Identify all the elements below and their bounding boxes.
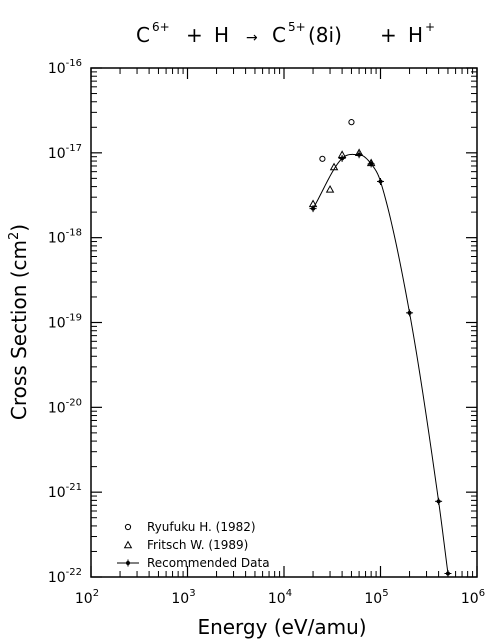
y-tick-label: 10-20 — [48, 397, 82, 416]
data-point — [367, 160, 375, 168]
y-tick-label: 10-21 — [48, 482, 82, 501]
data-point — [348, 119, 355, 126]
marker-dot — [311, 206, 316, 211]
y-tick-label: 10-22 — [48, 567, 82, 586]
title-h: H — [214, 23, 229, 47]
y-tick-base: 10 — [48, 400, 66, 416]
marker-dot — [357, 152, 362, 157]
x-tick-base: 10 — [461, 591, 479, 607]
data-point — [355, 151, 363, 159]
legend-markers — [117, 523, 139, 567]
legend: Ryufuku H. (1982) Fritsch W. (1989) Reco… — [117, 520, 270, 570]
marker-dot — [436, 499, 441, 504]
marker-dot — [126, 561, 130, 565]
title-arrow: → — [246, 30, 258, 46]
x-tick-exponent: 2 — [93, 588, 99, 599]
data-points — [308, 119, 452, 577]
legend-label-ryufuku: Ryufuku H. (1982) — [147, 520, 256, 534]
y-tick-exponent: -18 — [66, 228, 82, 239]
legend-marker-circle — [124, 523, 132, 531]
title-plus: + — [186, 23, 203, 47]
axis-ticks — [90, 67, 478, 578]
y-tick-exponent: -19 — [66, 313, 82, 324]
title-c-charge: 6+ — [152, 20, 170, 34]
x-tick-base: 10 — [171, 591, 189, 607]
y-tick-label: 10-19 — [48, 313, 82, 332]
legend-label-recommended: Recommended Data — [147, 556, 270, 570]
title-c: C — [136, 23, 150, 47]
data-point — [406, 309, 414, 317]
x-tick-labels: 102 103 104 105 106 — [75, 588, 485, 607]
title-h2: H — [408, 23, 423, 47]
y-axis-label-suffix: ) — [7, 224, 31, 232]
x-axis-label: Energy (eV/amu) — [197, 615, 366, 639]
marker-dot — [378, 179, 383, 184]
x-tick-base: 10 — [364, 591, 382, 607]
y-axis-label-exponent: 2 — [7, 232, 22, 240]
data-point — [338, 154, 346, 162]
recommended-curve-path — [312, 153, 449, 574]
marker-dot — [445, 571, 450, 576]
legend-label-fritsch: Fritsch W. (1989) — [147, 538, 248, 552]
y-tick-label: 10-17 — [48, 143, 82, 162]
x-tick-base: 10 — [75, 591, 93, 607]
data-point — [444, 569, 452, 577]
y-tick-exponent: -22 — [66, 567, 82, 578]
plot-frame — [90, 67, 478, 578]
x-tick-label: 103 — [171, 588, 195, 607]
y-tick-base: 10 — [48, 570, 66, 586]
data-point — [325, 185, 335, 193]
series-0 — [319, 119, 355, 162]
y-axis-label-prefix: Cross Section (cm — [7, 240, 31, 420]
title-plus2: + — [380, 23, 397, 47]
marker-dot — [340, 156, 345, 161]
legend-marker-triangle — [123, 540, 133, 549]
y-tick-base: 10 — [48, 61, 66, 77]
x-tick-base: 10 — [268, 591, 286, 607]
legend-marker-star — [124, 559, 132, 567]
y-tick-base: 10 — [48, 231, 66, 247]
y-tick-exponent: -21 — [66, 482, 82, 493]
y-axis-label: Cross Section (cm2) — [7, 224, 31, 420]
series-2 — [309, 151, 452, 577]
y-tick-exponent: -16 — [66, 58, 82, 69]
marker-dot — [369, 161, 374, 166]
data-point — [377, 177, 384, 185]
title-c2: C — [272, 23, 286, 47]
marker-dot — [407, 310, 412, 315]
title-state: (8i) — [308, 23, 342, 47]
recommended-curve — [312, 153, 449, 574]
x-tick-label: 105 — [364, 588, 388, 607]
y-tick-exponent: -17 — [66, 143, 82, 154]
x-tick-label: 104 — [268, 588, 292, 607]
x-tick-exponent: 4 — [286, 588, 292, 599]
title-h2-charge: + — [425, 20, 435, 34]
y-tick-exponent: -20 — [66, 397, 82, 408]
y-tick-base: 10 — [48, 485, 66, 501]
data-point — [319, 155, 326, 162]
x-tick-exponent: 5 — [382, 588, 388, 599]
data-point — [309, 205, 317, 213]
data-point — [329, 162, 339, 171]
y-tick-base: 10 — [48, 316, 66, 332]
y-tick-label: 10-16 — [48, 58, 82, 77]
y-tick-base: 10 — [48, 146, 66, 162]
y-tick-label: 10-18 — [48, 228, 82, 247]
x-tick-exponent: 3 — [189, 588, 195, 599]
chart-title: C 6+ + H → C 5+ (8i) + H + — [136, 20, 435, 47]
x-tick-label: 102 — [75, 588, 99, 607]
data-point — [435, 497, 443, 505]
title-c2-charge: 5+ — [288, 20, 306, 34]
x-tick-exponent: 6 — [479, 588, 485, 599]
x-tick-label: 106 — [461, 588, 485, 607]
